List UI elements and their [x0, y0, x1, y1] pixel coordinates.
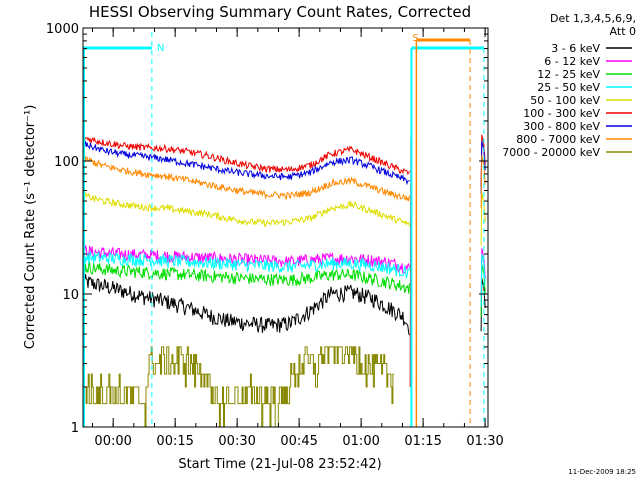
legend-label: 300 - 800 keV — [523, 120, 600, 133]
legend-label: 25 - 50 keV — [537, 81, 600, 94]
y-tick-label: 10 — [62, 288, 79, 303]
y-tick-label: 100 — [54, 155, 79, 170]
series-2 — [83, 260, 486, 317]
chart-title: HESSI Observing Summary Count Rates, Cor… — [89, 3, 471, 21]
saa-label: S — [412, 33, 418, 44]
x-tick-label: 01:15 — [404, 434, 441, 449]
x-tick-label: 01:30 — [466, 434, 503, 449]
series-0 — [83, 274, 486, 336]
x-tick-label: 00:30 — [218, 434, 255, 449]
series-line-tail — [480, 254, 486, 308]
x-tick-label: 00:45 — [280, 434, 317, 449]
y-tick-label: 1000 — [46, 22, 79, 37]
legend-label: 50 - 100 keV — [530, 94, 600, 107]
series-line — [83, 274, 410, 336]
x-tick-label: 00:15 — [156, 434, 193, 449]
series-line — [83, 260, 410, 294]
series-6 — [83, 140, 486, 194]
series-line — [83, 346, 394, 427]
legend-label: 800 - 7000 keV — [516, 133, 600, 146]
y-axis-label: Corrected Count Rate (s⁻¹ detector⁻¹) — [23, 105, 38, 350]
legend-header-line2: Att 0 — [610, 25, 636, 38]
legend-label: 3 - 6 keV — [551, 42, 600, 55]
night-label: N — [157, 43, 164, 54]
series-line-tail — [480, 155, 486, 209]
legend-label: 7000 - 20000 keV — [502, 146, 600, 159]
legend-label: 12 - 25 keV — [537, 68, 600, 81]
x-tick-label: 01:00 — [342, 434, 379, 449]
series-4 — [83, 191, 486, 246]
series-7 — [83, 154, 486, 209]
series-8 — [83, 346, 394, 427]
x-axis-label: Start Time (21-Jul-08 23:52:42) — [178, 457, 381, 472]
footer-date: 11-Dec-2009 18:25 — [568, 468, 636, 476]
series-line — [83, 250, 410, 280]
series-3 — [83, 250, 486, 308]
series-5 — [83, 134, 486, 188]
series-line-tail — [480, 192, 486, 246]
legend-label: 6 - 12 keV — [544, 55, 600, 68]
series-line — [83, 140, 410, 186]
series-line — [83, 134, 410, 176]
y-tick-label: 1 — [71, 421, 79, 436]
x-tick-label: 00:00 — [94, 434, 131, 449]
plot-frame — [82, 27, 489, 428]
legend-label: 100 - 300 keV — [523, 107, 600, 120]
series-line — [83, 154, 410, 202]
series-line — [83, 191, 410, 228]
legend-header-line1: Det 1,3,4,5,6,9, — [550, 12, 636, 25]
